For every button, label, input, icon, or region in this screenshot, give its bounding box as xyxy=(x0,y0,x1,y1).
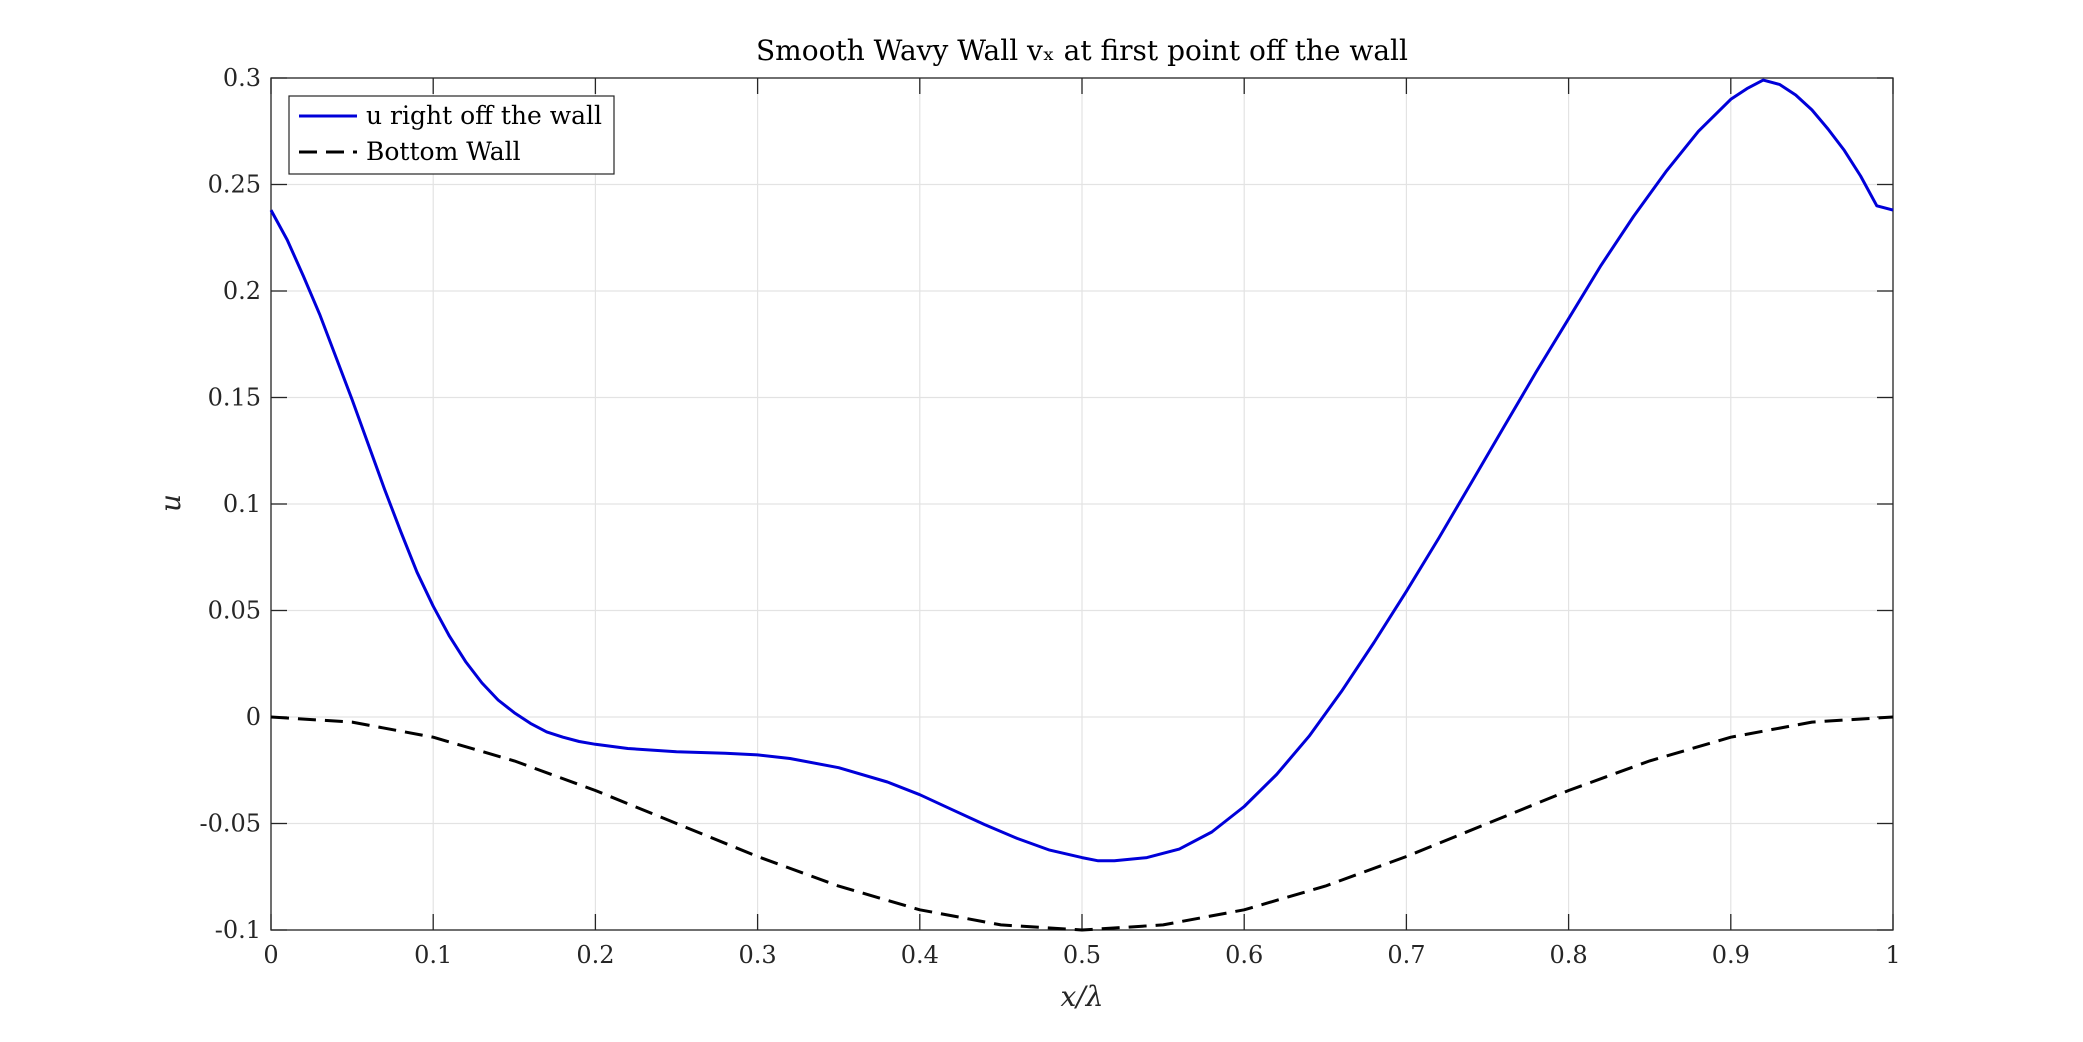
y-tick-label: 0.05 xyxy=(208,597,261,625)
y-tick-label: 0.25 xyxy=(208,171,261,199)
y-tick-label: 0.15 xyxy=(208,384,261,412)
series-line-bottom-wall xyxy=(270,715,1894,932)
x-axis-label: x/λ xyxy=(1061,980,1104,1013)
y-tick-label: 0.3 xyxy=(223,64,261,92)
legend-label-bottom-wall: Bottom Wall xyxy=(366,137,521,166)
series-line-u xyxy=(269,78,1894,863)
x-tick-label: 0.8 xyxy=(1550,941,1588,969)
x-tick-label: 1 xyxy=(1885,941,1900,969)
y-tick-label: 0 xyxy=(246,703,261,731)
chart-title: Smooth Wavy Wall vₓ at first point off t… xyxy=(756,34,1408,67)
legend-box xyxy=(288,95,615,175)
y-axis-label: u xyxy=(154,494,187,512)
x-tick-label: 0.9 xyxy=(1712,941,1750,969)
series-layer xyxy=(269,78,1894,932)
legend-label-u: u right off the wall xyxy=(366,101,602,130)
y-tick-label: 0.2 xyxy=(223,277,261,305)
y-tick-label: 0.1 xyxy=(223,490,261,518)
x-tick-label: 0 xyxy=(263,941,278,969)
x-tick-label: 0.7 xyxy=(1387,941,1425,969)
x-tick-label: 0.3 xyxy=(739,941,777,969)
x-tick-label: 0.6 xyxy=(1225,941,1263,969)
grid-lines xyxy=(270,77,1894,931)
x-tick-label: 0.4 xyxy=(901,941,939,969)
y-tick-label: -0.1 xyxy=(215,916,261,944)
x-tick-label: 0.1 xyxy=(414,941,452,969)
x-tick-label: 0.5 xyxy=(1063,941,1101,969)
axis-ticks: 0 0.1 0.2 0.3 0.4 0.5 0.6 0.7 0.8 0.9 1 -0.1 -0.05 0 0… xyxy=(199,64,1900,969)
legend: u right off the wall Bottom Wall xyxy=(288,95,615,175)
y-tick-label: -0.05 xyxy=(199,810,261,838)
x-tick-label: 0.2 xyxy=(576,941,614,969)
